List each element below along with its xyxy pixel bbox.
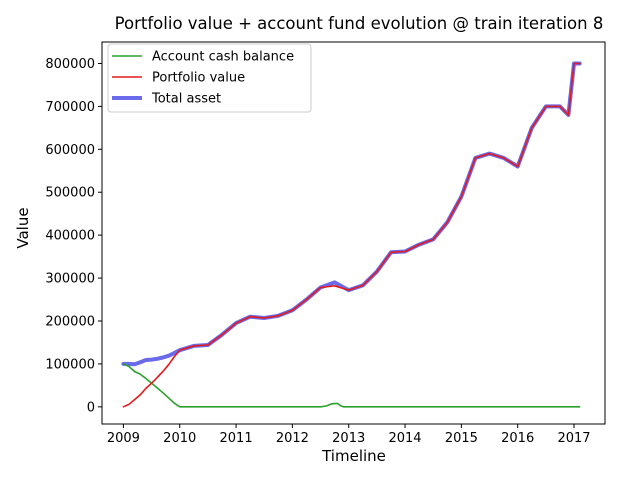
legend-label: Account cash balance	[152, 50, 294, 65]
y-tick-label: 700000	[45, 100, 95, 115]
y-tick-label: 200000	[45, 314, 95, 329]
series-line-portfolio-value	[122, 62, 581, 408]
y-tick-label: 800000	[45, 57, 95, 72]
y-tick-label: 0	[87, 400, 95, 415]
x-tick-label: 2010	[163, 431, 196, 446]
legend-label: Portfolio value	[152, 71, 245, 86]
x-tick-label: 2012	[276, 431, 309, 446]
series-line-account-cash-balance	[122, 363, 581, 408]
x-tick-label: 2017	[557, 431, 590, 446]
y-axis: 0 100000 200000 300000 400000 500000 600000 700…	[45, 57, 102, 415]
y-tick-label: 400000	[45, 229, 95, 244]
y-axis-title: Value	[14, 207, 32, 248]
plot-area	[101, 41, 606, 425]
y-tick-label: 600000	[45, 143, 95, 158]
y-tick-label: 500000	[45, 186, 95, 201]
legend-box	[107, 43, 312, 113]
x-tick-label: 2014	[388, 431, 421, 446]
chart-title: Portfolio value + account fund evolution…	[115, 14, 604, 33]
legend: Account cash balance Portfolio value Total…	[107, 43, 312, 113]
y-tick-label: 300000	[45, 272, 95, 287]
x-axis-title: Timeline	[321, 447, 386, 465]
x-axis: 2009 2010 2011 2012 2013 2014 2015 2016 2017	[107, 424, 591, 446]
legend-label: Total asset	[151, 92, 221, 107]
x-tick-label: 2015	[445, 431, 478, 446]
y-tick-label: 100000	[45, 357, 95, 372]
x-tick-label: 2011	[220, 431, 253, 446]
x-tick-label: 2016	[501, 431, 534, 446]
x-tick-label: 2009	[107, 431, 140, 446]
axes-frame	[101, 41, 606, 425]
x-tick-label: 2013	[332, 431, 365, 446]
